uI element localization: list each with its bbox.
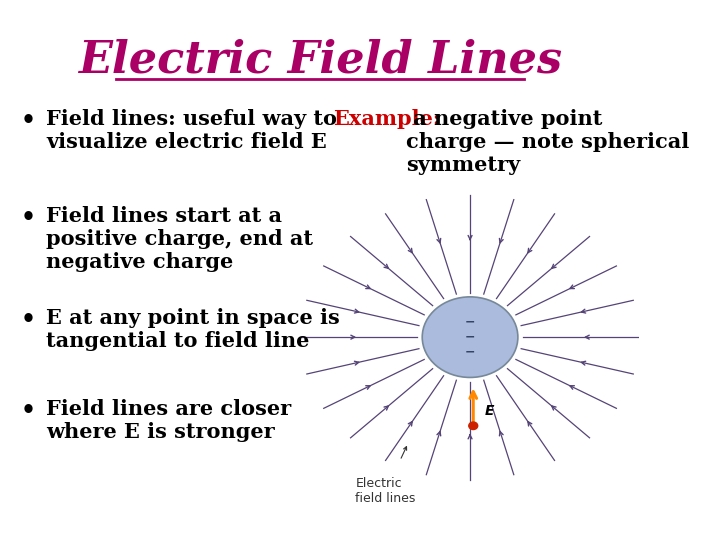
- Text: •: •: [20, 206, 35, 230]
- Text: •: •: [20, 308, 35, 332]
- Text: E: E: [485, 404, 494, 418]
- Text: −: −: [465, 346, 475, 359]
- Text: Field lines are closer
where E is stronger: Field lines are closer where E is strong…: [46, 399, 291, 442]
- Text: Electric Field Lines: Electric Field Lines: [78, 39, 562, 82]
- Circle shape: [422, 297, 518, 377]
- Text: −: −: [465, 330, 475, 343]
- Text: Example:: Example:: [333, 109, 441, 129]
- Text: •: •: [20, 399, 35, 423]
- Text: Electric
field lines: Electric field lines: [355, 477, 415, 505]
- Text: E at any point in space is
tangential to field line: E at any point in space is tangential to…: [46, 308, 340, 351]
- Text: Field lines start at a
positive charge, end at
negative charge: Field lines start at a positive charge, …: [46, 206, 313, 272]
- Text: •: •: [20, 109, 35, 133]
- Text: −: −: [465, 315, 475, 329]
- Text: Field lines: useful way to
visualize electric field E: Field lines: useful way to visualize ele…: [46, 109, 337, 152]
- Text: a negative point
charge — note spherical
symmetry: a negative point charge — note spherical…: [406, 109, 690, 176]
- Circle shape: [469, 422, 477, 429]
